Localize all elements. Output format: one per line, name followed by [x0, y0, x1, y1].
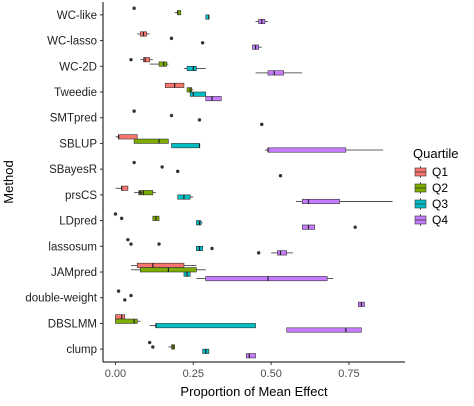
plot-area	[102, 2, 405, 363]
y-tick-label-clump: clump	[66, 344, 97, 356]
y-tick-label-prscs: prsCS	[65, 190, 97, 202]
box-q2-wc-2d	[158, 61, 168, 67]
y-axis-title: Method	[1, 160, 16, 203]
box-q3-double-weight-outlier-0	[123, 298, 127, 302]
box-q4-tweedie	[205, 96, 222, 102]
box-q3-ldpred	[196, 220, 202, 226]
box-q1-ldpred-outlier-0	[113, 212, 118, 216]
box-q1-lassosum-outlier-0	[126, 237, 130, 242]
y-tick-label-jampred: JAMpred	[51, 267, 97, 279]
y-tick-label-sbayesr: SBayesR	[49, 164, 97, 176]
y-tick-label-lassosum: lassosum	[48, 241, 97, 253]
box-q3-tweedie	[189, 91, 207, 97]
box-q1-smtpred-outlier-0	[132, 109, 136, 113]
box-q3-smtpred-outlier-0	[197, 118, 202, 122]
y-tick-label-smtpred: SMTpred	[50, 113, 97, 125]
box-q2-tweedie	[186, 87, 193, 93]
box-q1-wc-2d	[143, 57, 151, 63]
box-q2-lassosum-outlier-1	[157, 242, 161, 246]
box-q1-wc-2d-outlier-0	[129, 57, 133, 62]
box-q1-double-weight-outlier-0	[116, 289, 121, 293]
legend-label-q4: Q4	[432, 213, 448, 227]
box-q1-sbayesr-outlier-0	[132, 160, 136, 165]
legend-title: Quartile	[413, 146, 459, 161]
box-q3-wc-2d	[186, 65, 197, 71]
x-axis: 0.00 0.25 0.50 0.75	[105, 362, 360, 380]
y-tick-label-dbslmm: DBSLMM	[48, 318, 97, 330]
box-q2-ldpred-outlier-0	[119, 216, 124, 221]
x-tick-label-2: 0.50	[260, 368, 281, 380]
box-q4-clump	[245, 353, 256, 359]
box-q4-ldpred-outlier-0	[353, 225, 357, 229]
y-tick-label-ldpred: LDpred	[59, 216, 97, 228]
legend-label-q3: Q3	[432, 197, 448, 211]
box-q4-smtpred-outlier-0	[260, 122, 264, 127]
box-q1-clump-outlier-0	[148, 340, 152, 345]
box-q4-dbslmm	[286, 327, 362, 333]
box-q3-sbayesr-outlier-0	[176, 169, 180, 174]
legend-label-q2: Q2	[432, 181, 448, 195]
box-q3-sblup	[171, 143, 200, 149]
box-q1-sblup	[118, 134, 138, 140]
box-q2-smtpred-outlier-0	[169, 113, 174, 118]
legend: Quartile Q1 Q2 Q3 Q4	[413, 146, 459, 227]
box-q4-lassosum	[277, 250, 287, 256]
box-q3-dbslmm	[155, 323, 256, 329]
x-tick-label-3: 0.75	[338, 368, 359, 380]
box-q4-prscs	[301, 198, 340, 204]
box-q1-prscs	[121, 185, 129, 191]
box-q3-lassosum-outlier-0	[210, 246, 214, 251]
box-q2-wc-lasso-outlier-0	[169, 36, 174, 41]
box-q2-double-weight-outlier-0	[129, 293, 133, 298]
x-axis-title: Proportion of Mean Effect	[180, 384, 328, 399]
y-tick-label-wc-2d: WC-2D	[59, 61, 97, 73]
y-tick-label-double-weight: double-weight	[25, 293, 97, 305]
x-tick-label-0: 0.00	[105, 368, 126, 380]
series-q4	[196, 18, 393, 359]
box-q2-lassosum-outlier-0	[129, 242, 133, 246]
y-tick-label-wc-lasso: WC-lasso	[47, 36, 97, 48]
series-q2	[115, 10, 206, 350]
y-tick-label-wc-like: WC-like	[57, 10, 97, 22]
box-q2-dbslmm	[115, 318, 138, 324]
box-q4-sblup	[267, 147, 347, 153]
box-q1-jampred	[136, 262, 185, 268]
box-q4-sbayesr-outlier-0	[278, 174, 283, 178]
box-q2-sblup	[133, 138, 169, 144]
box-q4-wc-2d	[267, 70, 284, 76]
box-q1-wc-like-outlier-0	[132, 6, 136, 10]
series-q3	[123, 14, 256, 354]
box-q2-sbayesr-outlier-0	[160, 165, 164, 169]
box-q4-lassosum-outlier-0	[256, 251, 261, 255]
y-tick-label-sblup: SBLUP	[59, 138, 97, 150]
legend-label-q1: Q1	[432, 165, 448, 179]
series-q1	[113, 6, 197, 345]
box-q1-dbslmm	[115, 314, 126, 320]
box-q2-clump-outlier-0	[151, 345, 155, 349]
box-q3-wc-lasso-outlier-0	[200, 41, 205, 45]
y-tick-label-tweedie: Tweedie	[54, 87, 97, 99]
box-q4-jampred	[205, 276, 328, 282]
box-q2-prscs-outlier-0	[138, 190, 143, 195]
x-tick-label-1: 0.25	[183, 368, 204, 380]
y-axis: WC-like WC-lasso WC-2D Tweedie SMTpred SBLUP S…	[25, 10, 103, 356]
